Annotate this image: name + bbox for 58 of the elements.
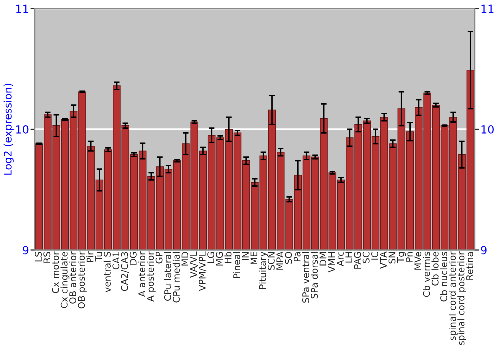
x-tick-label: CA1	[112, 252, 120, 270]
x-tick-label: Retina	[466, 252, 474, 280]
x-tick-label: Pineal	[233, 252, 240, 278]
x-tick-label: DM	[320, 252, 327, 266]
x-tick-label: Cb vermis	[423, 252, 430, 298]
x-tick-label: MD	[182, 252, 189, 266]
x-tick-label: OB posterior	[78, 252, 87, 309]
x-tick-label: LS	[35, 252, 42, 262]
x-tick-label: Pa	[294, 252, 301, 262]
x-tick-label: A posterior	[147, 252, 156, 302]
x-tick-label: Arc	[337, 252, 344, 266]
x-tick-label: SN	[388, 252, 396, 264]
x-tick-label: DG	[130, 252, 137, 265]
x-tick-label: SPa dorsal	[310, 252, 318, 299]
x-tick-label: IN	[242, 252, 249, 260]
x-tick-label: CPu medial	[172, 252, 180, 303]
y2-tick-label: 9	[481, 246, 487, 255]
x-tick-label: ME	[250, 252, 258, 264]
y2-tick-label: 10	[482, 125, 494, 134]
x-tick-label: VA/VL	[190, 252, 198, 278]
x-tick-label: Cx motor	[52, 252, 60, 294]
x-tick-label: LG	[208, 252, 215, 263]
y-tick-label: 11	[16, 4, 28, 13]
x-tick-label: Cx cingulate	[60, 252, 70, 308]
x-tick-label: SPa ventral	[302, 252, 310, 303]
x-tick-label: Tu	[96, 252, 102, 262]
x-tick-label: RS	[44, 252, 51, 263]
x-tick-label: Pn	[406, 252, 413, 262]
x-tick-label: CA2/CA3	[121, 252, 129, 292]
x-tick-label: A anterior	[138, 252, 146, 298]
x-tick-label: MVe	[414, 252, 422, 270]
x-tick-label: VTA	[380, 252, 387, 269]
y-tick-label: 9	[23, 246, 29, 255]
x-tick-label: Cb lobe	[432, 252, 439, 286]
y2-tick-label: 11	[482, 4, 494, 13]
x-tick-label: MPA	[276, 252, 284, 270]
x-tick-label: PAG	[354, 252, 362, 269]
x-tick-label: MG	[216, 252, 224, 266]
x-tick-label: Cb nucleus	[440, 252, 448, 302]
x-tick-label: Pituitary	[259, 252, 268, 289]
x-tick-label: Hb	[224, 252, 232, 264]
x-tick-label: Tg	[398, 252, 406, 264]
y-tick-label: 10	[16, 125, 29, 134]
x-tick-label: spinal cord posterior	[458, 252, 466, 346]
y-axis-title: Log2 (expression)	[4, 84, 14, 175]
x-tick-label: IC	[372, 252, 378, 260]
x-tick-label: VMH	[328, 252, 336, 273]
x-tick-label: SO	[285, 252, 292, 264]
x-tick-label: GP	[156, 252, 163, 264]
x-tick-label: SC	[362, 252, 370, 264]
x-tick-label: Pir	[86, 252, 94, 262]
x-tick-label: SCN	[268, 252, 275, 270]
x-tick-label: ventral S	[104, 252, 111, 292]
x-tick-label: LH	[346, 252, 352, 263]
x-tick-label: CPu lateral	[164, 252, 172, 301]
x-tick-label: spinal cord anterior	[448, 252, 458, 341]
x-tick-label: VPM/VPL	[199, 252, 207, 292]
x-tick-label: OB anterior	[69, 252, 76, 304]
